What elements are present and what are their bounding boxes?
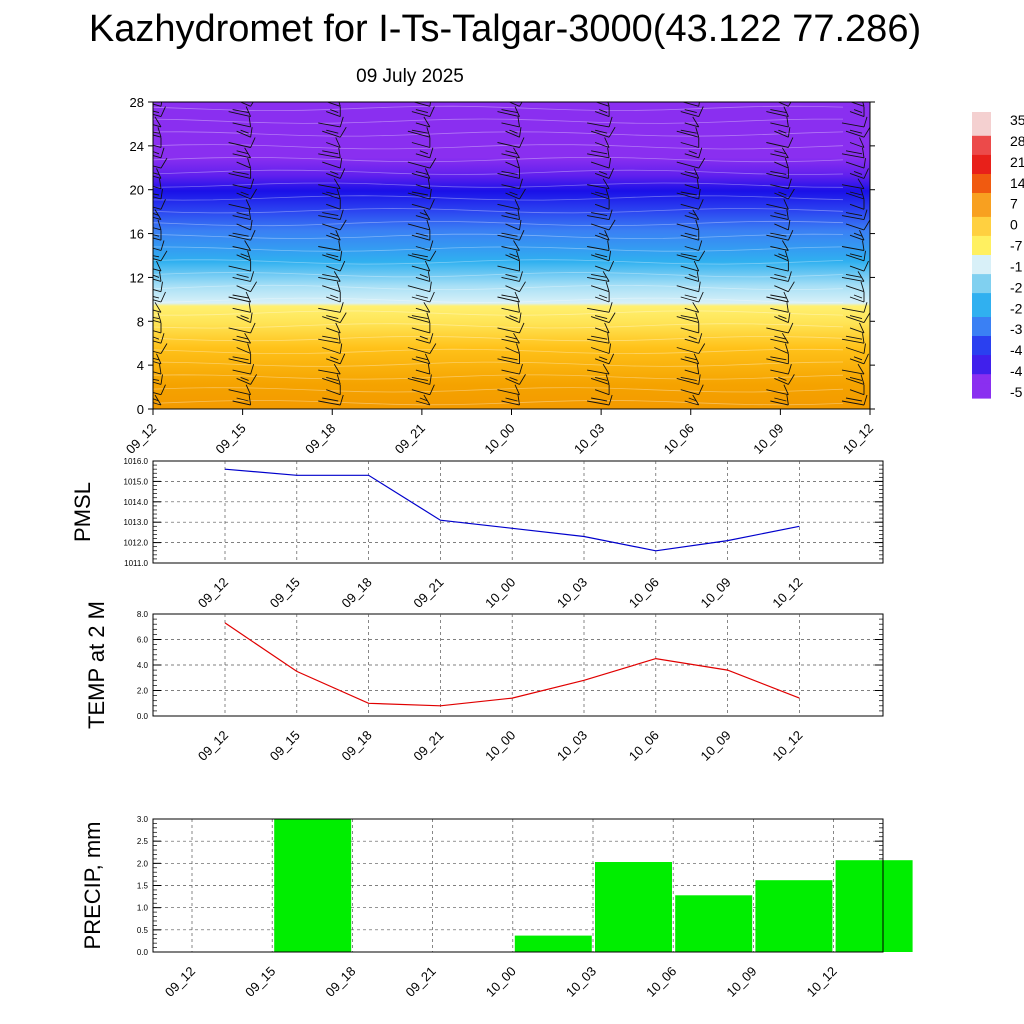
x-tick-label: 09_18 xyxy=(322,964,358,1000)
x-tick-label: 09_18 xyxy=(339,575,375,611)
x-tick-label: 10_06 xyxy=(643,964,679,1000)
x-tick-label: 09_15 xyxy=(242,964,278,1000)
colorbar-label: 14 xyxy=(1010,175,1024,191)
x-tick-label: 09_12 xyxy=(195,575,231,611)
y-tick-label: 0.5 xyxy=(137,926,149,935)
x-tick-label: 09_12 xyxy=(162,964,198,1000)
x-tick-label: 10_00 xyxy=(481,421,517,457)
temperature-field xyxy=(153,102,870,409)
colorbar-label: 21 xyxy=(1010,154,1024,170)
pmsl-axis-title: PMSL xyxy=(70,482,95,542)
y-tick-label: 1.0 xyxy=(137,904,149,913)
x-tick-label: 10_03 xyxy=(554,728,590,764)
y-tick-label: 1011.0 xyxy=(124,559,148,568)
chart-date: 09 July 2025 xyxy=(356,66,464,87)
y-tick-label: 0 xyxy=(137,402,144,417)
y-tick-label: 2.0 xyxy=(137,859,149,868)
x-tick-label: 10_09 xyxy=(750,421,786,457)
x-tick-label: 10_06 xyxy=(661,421,697,457)
x-tick-label: 10_12 xyxy=(840,421,876,457)
precip-frame-overlay xyxy=(152,818,884,953)
colorbar-label: 35 xyxy=(1010,112,1024,128)
colorbar xyxy=(972,112,991,399)
y-tick-label: 8.0 xyxy=(137,610,149,619)
x-tick-label: 10_03 xyxy=(571,421,607,457)
chart-title: Kazhydromet for I-Ts-Talgar-3000(43.122 … xyxy=(88,8,922,50)
y-tick-label: 12 xyxy=(130,270,144,285)
y-tick-label: 1.5 xyxy=(137,882,149,891)
y-tick-label: 1012.0 xyxy=(124,539,149,548)
x-tick-label: 10_09 xyxy=(698,575,734,611)
colorbar-label: 28 xyxy=(1010,133,1024,149)
y-tick-label: 28 xyxy=(130,95,144,110)
y-tick-label: 2.5 xyxy=(137,837,149,846)
x-tick-label: 09_18 xyxy=(339,728,375,764)
wind-barbs xyxy=(153,102,870,406)
colorbar-label: -3 xyxy=(1010,321,1023,337)
contour-lines xyxy=(153,105,844,406)
colorbar-label: 7 xyxy=(1010,196,1018,212)
y-tick-label: 3.0 xyxy=(137,815,149,824)
y-tick-label: 2.0 xyxy=(137,687,149,696)
y-tick-label: 4 xyxy=(137,358,144,373)
y-tick-label: 20 xyxy=(130,183,144,198)
x-tick-label: 10_03 xyxy=(554,575,590,611)
colorbar-label: -5 xyxy=(1010,384,1023,400)
x-tick-label: 10_06 xyxy=(626,575,662,611)
x-tick-label: 09_15 xyxy=(267,728,303,764)
x-tick-label: 09_15 xyxy=(213,421,249,457)
x-tick-label: 10_12 xyxy=(769,728,805,764)
colorbar-label: -4 xyxy=(1010,342,1023,358)
colorbar-label: -4 xyxy=(1010,363,1023,379)
y-tick-label: 1015.0 xyxy=(124,477,149,486)
x-tick-label: 09_21 xyxy=(410,575,446,611)
y-tick-label: 16 xyxy=(130,227,144,242)
y-tick-label: 8 xyxy=(137,314,144,329)
x-tick-label: 09_12 xyxy=(123,421,159,457)
pmsl-frame xyxy=(152,460,884,564)
y-tick-label: 0.0 xyxy=(137,712,149,721)
x-tick-label: 09_21 xyxy=(403,964,439,1000)
y-tick-label: 4.0 xyxy=(137,661,149,670)
x-tick-label: 09_15 xyxy=(267,575,303,611)
precip-bar xyxy=(595,862,672,952)
colorbar-label: -7 xyxy=(1010,238,1023,254)
precip-bar xyxy=(835,860,913,952)
temp-axis-title: TEMP at 2 M xyxy=(84,601,109,729)
y-tick-label: 1016.0 xyxy=(124,457,149,466)
precip-bar xyxy=(675,895,753,952)
x-tick-label: 10_12 xyxy=(769,575,805,611)
y-tick-label: 0.0 xyxy=(137,948,149,957)
colorbar-label: -1 xyxy=(1010,258,1023,274)
x-tick-label: 09_12 xyxy=(195,728,231,764)
x-tick-label: 10_06 xyxy=(626,728,662,764)
precip-bar xyxy=(514,935,592,952)
x-tick-label: 10_09 xyxy=(698,728,734,764)
x-tick-label: 10_12 xyxy=(804,964,840,1000)
x-tick-label: 09_21 xyxy=(392,421,428,457)
y-tick-label: 1014.0 xyxy=(124,498,149,507)
x-tick-label: 10_00 xyxy=(482,575,518,611)
colorbar-label: -2 xyxy=(1010,279,1023,295)
precip-axis-title: PRECIP, mm xyxy=(80,822,105,950)
precip-bar xyxy=(274,819,352,952)
x-tick-label: 10_00 xyxy=(483,964,519,1000)
x-tick-label: 10_09 xyxy=(723,964,759,1000)
x-tick-label: 09_21 xyxy=(410,728,446,764)
y-tick-label: 6.0 xyxy=(137,636,149,645)
x-tick-label: 10_00 xyxy=(482,728,518,764)
precip-bar xyxy=(755,880,833,952)
y-tick-label: 24 xyxy=(130,139,144,154)
colorbar-label: -2 xyxy=(1010,300,1023,316)
x-tick-label: 10_03 xyxy=(563,964,599,1000)
x-tick-label: 09_18 xyxy=(302,421,338,457)
y-tick-label: 1013.0 xyxy=(124,518,149,527)
colorbar-label: 0 xyxy=(1010,217,1018,233)
